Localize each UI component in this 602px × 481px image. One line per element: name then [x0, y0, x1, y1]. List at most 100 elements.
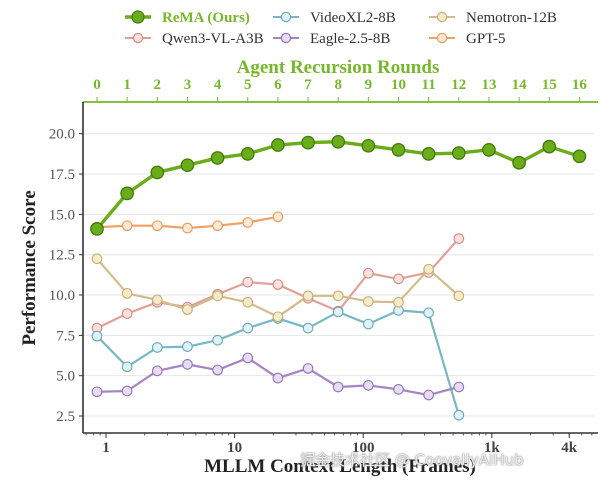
top-tick-label: 12: [451, 77, 466, 93]
data-point: [363, 296, 374, 307]
data-point: [302, 322, 314, 334]
data-point: [240, 147, 255, 161]
watermark: 掘金技术社区 @ CoovallyAIHub: [300, 451, 524, 469]
data-point: [120, 186, 135, 201]
legend-label: VideoXL2-8B: [310, 10, 396, 26]
data-point: [361, 138, 376, 153]
top-tick-label: 6: [274, 77, 282, 93]
data-point: [182, 359, 193, 370]
data-point: [512, 155, 526, 170]
legend-swatch-marker: [280, 11, 292, 23]
top-axis: 0 1 2 3 4 5 6 7 8 9 10 11 12 13 14 15 16: [83, 77, 598, 103]
data-point: [121, 220, 133, 232]
y-tick-label: 10.0: [49, 288, 75, 304]
data-point: [151, 365, 163, 377]
data-point: [182, 304, 193, 315]
data-point: [212, 334, 223, 346]
x-tick-label: 10: [227, 440, 242, 456]
data-point: [242, 296, 254, 308]
data-point: [272, 372, 284, 384]
left-axis: 2.5 5.0 7.5 10.0 12.5 15.0 17.5 20.0: [49, 102, 84, 433]
series-nemotron-12b: [91, 253, 465, 323]
data-point: [210, 151, 225, 165]
data-point: [332, 381, 344, 393]
data-point: [302, 290, 314, 302]
data-point: [363, 380, 374, 391]
top-tick-label: 1: [123, 77, 131, 93]
legend-item: ReMA (Ours): [125, 10, 250, 26]
data-point: [272, 211, 284, 223]
data-point: [151, 294, 163, 306]
y-tick-label: 7.5: [56, 328, 75, 344]
data-point: [391, 143, 406, 157]
data-point: [542, 139, 557, 154]
data-point: [121, 361, 133, 373]
series-eagle-2-5-8b: [91, 352, 465, 401]
legend-item: VideoXL2-8B: [273, 10, 396, 26]
data-point: [182, 222, 193, 234]
bottom-axis: 1 10 100 1k 4k: [83, 432, 598, 456]
data-point: [393, 273, 404, 285]
data-point: [121, 385, 133, 397]
legend-swatch-marker: [436, 11, 448, 23]
data-point: [451, 146, 466, 160]
legend-label: Eagle-2.5-8B: [310, 31, 390, 47]
data-point: [212, 220, 223, 232]
grid-lines: [83, 133, 594, 417]
top-tick-label: 5: [244, 77, 252, 93]
data-point: [331, 134, 346, 149]
top-tick-label: 15: [542, 77, 557, 93]
top-tick-label: 14: [512, 77, 528, 93]
data-point: [453, 290, 465, 302]
series-videoxl2-8b: [91, 304, 465, 421]
legend-swatch-marker: [436, 32, 448, 44]
data-point: [151, 220, 163, 232]
legend-item: Eagle-2.5-8B: [273, 31, 390, 47]
legend-item: Qwen3-VL-A3B: [125, 31, 264, 47]
data-point: [121, 288, 133, 299]
data-point: [421, 147, 436, 161]
y-tick-label: 12.5: [49, 248, 75, 264]
data-point: [121, 308, 133, 319]
series-line: [95, 140, 580, 230]
series-layer: [90, 134, 587, 421]
data-point: [302, 363, 314, 374]
data-point: [423, 307, 435, 319]
data-point: [242, 276, 254, 288]
data-point: [272, 279, 284, 290]
data-point: [423, 389, 435, 401]
data-point: [91, 330, 103, 342]
data-point: [332, 290, 344, 302]
y-tick-label: 20.0: [49, 127, 75, 143]
top-tick-label: 8: [334, 77, 342, 93]
data-point: [242, 322, 254, 334]
x-tick-label: 1: [102, 440, 110, 456]
legend-label: Nemotron-12B: [466, 10, 557, 26]
data-point: [242, 352, 254, 364]
data-point: [363, 267, 374, 279]
data-point: [212, 364, 223, 376]
y-tick-label: 2.5: [56, 409, 75, 425]
data-point: [393, 296, 404, 308]
top-tick-label: 9: [365, 77, 373, 93]
series-line: [96, 309, 460, 416]
data-point: [453, 233, 465, 244]
top-axis-label: Agent Recursion Rounds: [237, 57, 440, 78]
legend-label: Qwen3-VL-A3B: [162, 31, 264, 47]
legend-swatch-marker: [131, 10, 145, 24]
top-tick-label: 4: [214, 77, 222, 93]
data-point: [423, 263, 435, 275]
data-point: [482, 143, 496, 157]
data-point: [212, 290, 223, 302]
data-point: [572, 149, 587, 164]
data-point: [90, 222, 104, 236]
data-point: [242, 217, 254, 228]
top-tick-label: 2: [154, 77, 162, 93]
top-tick-label: 3: [184, 77, 192, 93]
data-point: [363, 318, 374, 330]
y-tick-label: 15.0: [49, 207, 75, 223]
data-point: [453, 381, 465, 393]
data-point: [182, 341, 193, 352]
top-tick-label: 0: [93, 77, 101, 93]
